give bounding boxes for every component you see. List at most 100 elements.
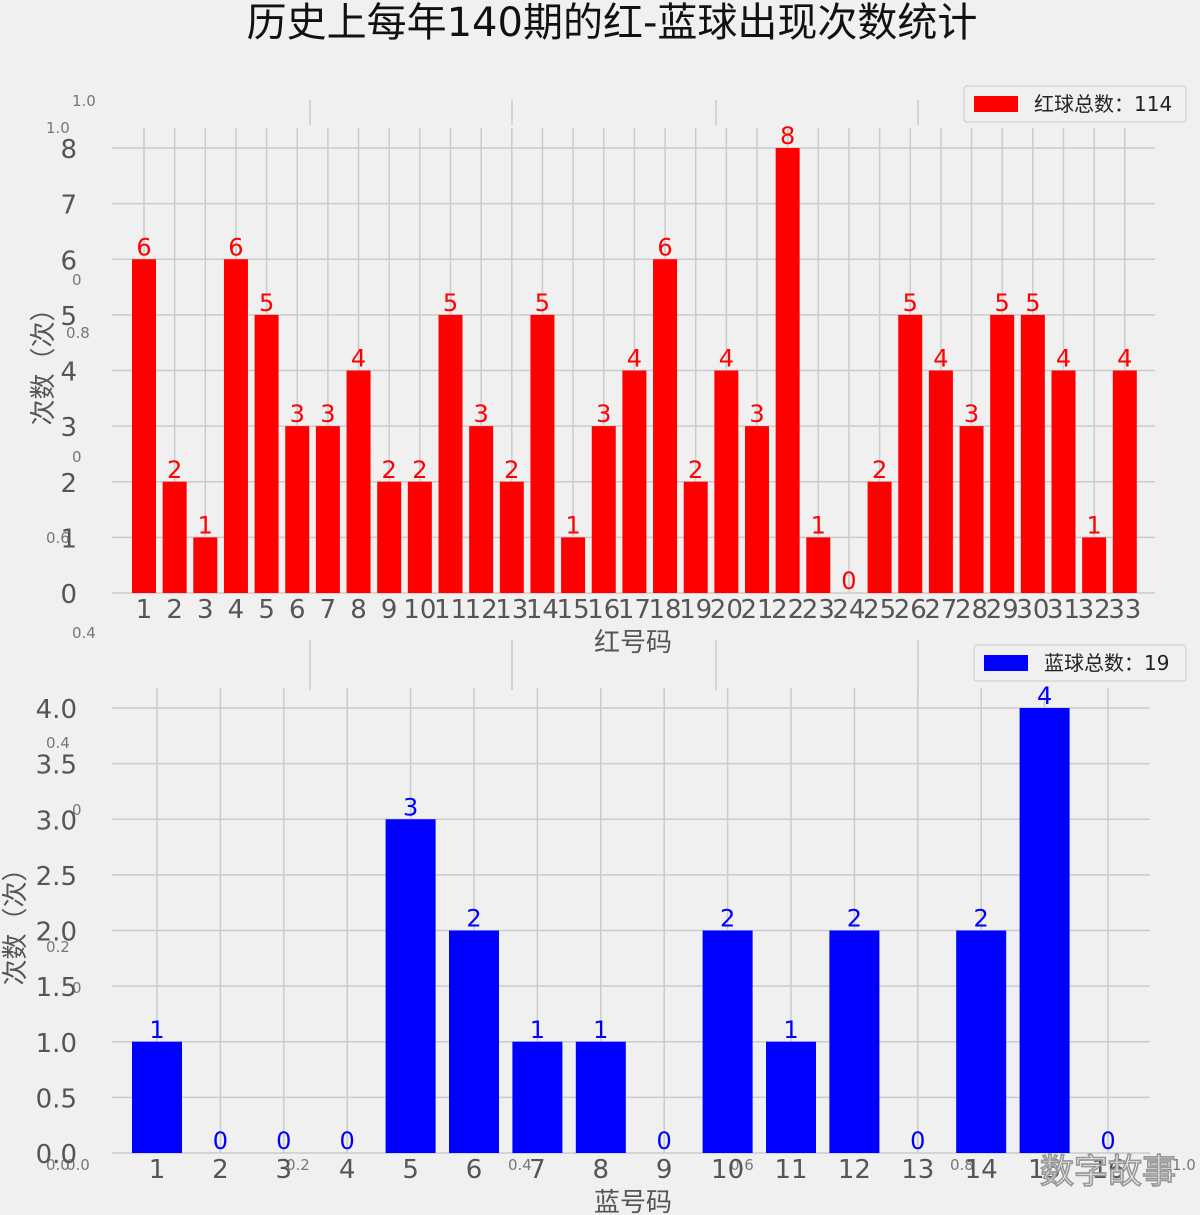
x-tick-label: 8 <box>593 1155 610 1185</box>
bar <box>193 537 218 593</box>
ghost-tick-label: 0 <box>72 979 82 997</box>
y-tick-label: 0.0 <box>36 1140 77 1170</box>
bar <box>223 259 248 593</box>
legend-box <box>973 644 1187 682</box>
x-tick-label: 28 <box>955 595 988 625</box>
legend-box <box>963 85 1187 123</box>
bar-value-label: 1 <box>1087 511 1102 539</box>
x-tick-label: 29 <box>986 595 1019 625</box>
x-tick-label: 9 <box>656 1155 673 1185</box>
ghost-tick-label: 0.6 <box>46 529 70 547</box>
x-tick-label: 5 <box>258 595 275 625</box>
bar <box>449 930 499 1153</box>
bar <box>956 930 1007 1153</box>
bar-value-label: 2 <box>167 456 182 484</box>
x-tick-label: 23 <box>802 595 835 625</box>
x-tick-label: 32 <box>1078 595 1111 625</box>
x-tick-label: 13 <box>495 595 528 625</box>
bar <box>683 481 708 593</box>
x-tick-label: 13 <box>901 1155 934 1185</box>
x-tick-label: 2 <box>166 595 183 625</box>
ghost-tick-label: 1.0 <box>46 119 70 137</box>
x-axis-label: 红号码 <box>594 628 672 658</box>
bar-value-label: 3 <box>320 400 335 428</box>
bar <box>714 370 739 593</box>
bar-value-label: 4 <box>719 345 734 373</box>
x-tick-label: 3 <box>276 1155 293 1185</box>
bar <box>575 1041 626 1153</box>
bar <box>499 481 524 593</box>
bar-value-label: 3 <box>596 400 611 428</box>
x-tick-label: 18 <box>649 595 682 625</box>
bar-value-label: 2 <box>504 456 519 484</box>
y-tick-label: 4.0 <box>36 695 77 725</box>
bar <box>512 1041 563 1153</box>
bar <box>829 930 880 1153</box>
bar <box>591 426 616 593</box>
bar-value-label: 1 <box>198 511 213 539</box>
bar <box>530 314 555 593</box>
bar-value-label: 0 <box>841 567 856 595</box>
y-tick-label: 6 <box>60 246 77 276</box>
x-tick-label: 15 <box>1028 1155 1061 1185</box>
x-tick-label: 14 <box>526 595 559 625</box>
bar <box>775 148 800 593</box>
bar-value-label: 4 <box>1056 345 1071 373</box>
x-tick-label: 12 <box>838 1155 871 1185</box>
x-tick-label: 16 <box>1091 1155 1124 1185</box>
bar-value-label: 0 <box>910 1127 925 1155</box>
x-tick-label: 19 <box>679 595 712 625</box>
y-tick-label: 4 <box>60 358 77 388</box>
bar <box>561 537 586 593</box>
y-tick-label: 2 <box>60 469 77 499</box>
bar-value-label: 1 <box>593 1016 608 1044</box>
x-tick-label: 1 <box>136 595 153 625</box>
bar <box>315 426 340 593</box>
bar-value-label: 1 <box>811 511 826 539</box>
ghost-tick-label: 0.4 <box>72 624 96 642</box>
ghost-tick-label: 0 <box>72 271 82 289</box>
bar <box>1020 314 1045 593</box>
bar <box>438 314 463 593</box>
y-tick-label: 1.5 <box>36 973 77 1003</box>
x-tick-label: 6 <box>289 595 306 625</box>
legend-swatch <box>984 655 1028 671</box>
x-tick-label: 17 <box>618 595 651 625</box>
ghost-tick-label: 0.0 <box>66 1156 90 1174</box>
x-tick-label: 26 <box>894 595 927 625</box>
bar-value-label: 3 <box>290 400 305 428</box>
bar-value-label: 3 <box>964 400 979 428</box>
y-tick-label: 3.5 <box>36 751 77 781</box>
x-tick-label: 11 <box>774 1155 807 1185</box>
bar-value-label: 3 <box>403 793 418 821</box>
bar-value-label: 3 <box>749 400 764 428</box>
bar <box>407 481 432 593</box>
x-tick-label: 27 <box>924 595 957 625</box>
bar-value-label: 2 <box>466 905 481 933</box>
bar <box>766 1041 816 1153</box>
y-tick-label: 1.0 <box>36 1029 77 1059</box>
bar-value-label: 8 <box>780 122 795 150</box>
y-tick-label: 0 <box>60 580 77 610</box>
bar-value-label: 4 <box>933 345 948 373</box>
bar-value-label: 2 <box>382 456 397 484</box>
bar-value-label: 1 <box>783 1016 798 1044</box>
bar-value-label: 1 <box>565 511 580 539</box>
bar-value-label: 6 <box>136 233 151 261</box>
x-tick-label: 6 <box>466 1155 483 1185</box>
y-tick-label: 1 <box>60 524 77 554</box>
bar-value-label: 0 <box>213 1127 228 1155</box>
y-tick-label: 3 <box>60 413 77 443</box>
x-tick-label: 14 <box>965 1155 998 1185</box>
x-tick-label: 22 <box>771 595 804 625</box>
bar <box>285 426 310 593</box>
bar <box>385 819 436 1153</box>
bar <box>132 1041 182 1153</box>
bar-value-label: 5 <box>903 289 918 317</box>
ghost-tick-label: 0 <box>72 448 82 466</box>
ghost-tick-label: 0.4 <box>46 734 70 752</box>
x-tick-label: 9 <box>381 595 398 625</box>
bar <box>469 426 494 593</box>
y-axis-label: 次数（次） <box>29 295 59 425</box>
